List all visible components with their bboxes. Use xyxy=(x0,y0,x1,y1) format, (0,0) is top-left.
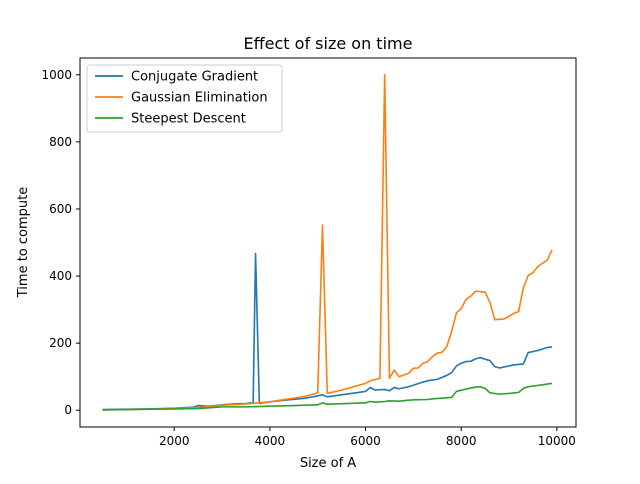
x-tick-label: 6000 xyxy=(350,434,381,448)
x-tick-label: 8000 xyxy=(446,434,477,448)
y-tick-label: 600 xyxy=(49,202,72,216)
y-axis: 0 200 400 600 800 1000 xyxy=(41,68,80,417)
series-lines xyxy=(102,73,553,411)
x-tick-label: 2000 xyxy=(159,434,190,448)
x-tick-label: 10000 xyxy=(538,434,576,448)
legend-label: Conjugate Gradient xyxy=(131,70,258,85)
plot-area-frame xyxy=(79,57,577,428)
y-tick-label: 1000 xyxy=(41,68,72,82)
y-tick-label: 0 xyxy=(64,403,72,417)
legend: Conjugate Gradient Gaussian Elimination St… xyxy=(86,64,283,133)
x-axis-label: Size of A xyxy=(300,456,356,471)
x-axis: 2000 4000 6000 8000 10000 xyxy=(159,427,576,448)
chart-title: Effect of size on time xyxy=(244,34,413,53)
legend-label: Gaussian Elimination xyxy=(131,91,268,106)
x-tick-label: 4000 xyxy=(255,434,286,448)
series-line-gaussian-elimination xyxy=(102,73,553,411)
y-tick-label: 200 xyxy=(49,336,72,350)
y-tick-label: 800 xyxy=(49,135,72,149)
legend-label: Steepest Descent xyxy=(131,112,246,127)
legend-box xyxy=(86,64,283,133)
y-axis-label: Time to compute xyxy=(16,187,31,298)
series-line-steepest-descent xyxy=(102,382,553,411)
y-tick-label: 400 xyxy=(49,269,72,283)
